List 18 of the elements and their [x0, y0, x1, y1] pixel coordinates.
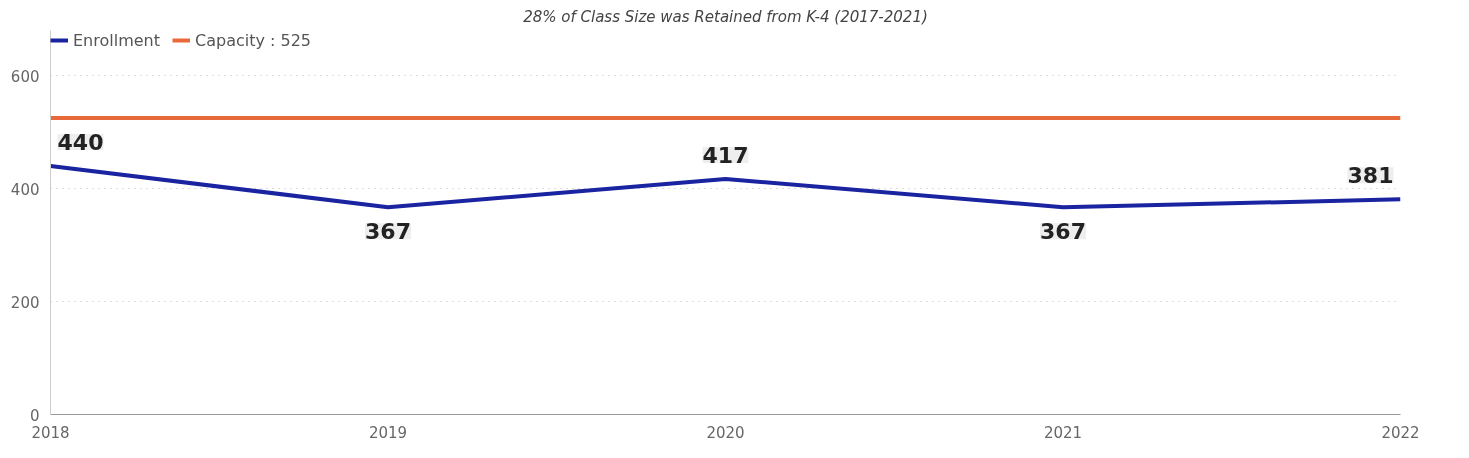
legend-label: Capacity : 525 [195, 30, 312, 50]
x-tick-label: 2018 [31, 423, 70, 442]
data-label: 417 [702, 143, 749, 169]
legend-label: Enrollment [73, 30, 160, 50]
x-tick-label: 2022 [1381, 423, 1420, 442]
y-tick-label: 0 [29, 406, 40, 425]
y-tick-label: 600 [10, 67, 40, 86]
x-tick-label: 2021 [1043, 423, 1083, 442]
x-tick-label: 2020 [706, 423, 745, 442]
y-tick-label: 200 [10, 293, 40, 312]
x-tick-label: 2019 [368, 423, 408, 442]
y-tick-label: 400 [10, 180, 40, 199]
line-series [50, 164, 1401, 210]
data-label: 367 [365, 219, 411, 245]
chart-title: 28% of Class Size was Retained from K-4 (2017-2021) [523, 7, 928, 26]
data-label: 440 [57, 130, 104, 156]
data-label: 367 [1040, 219, 1086, 245]
data-label: 381 [1347, 163, 1394, 189]
